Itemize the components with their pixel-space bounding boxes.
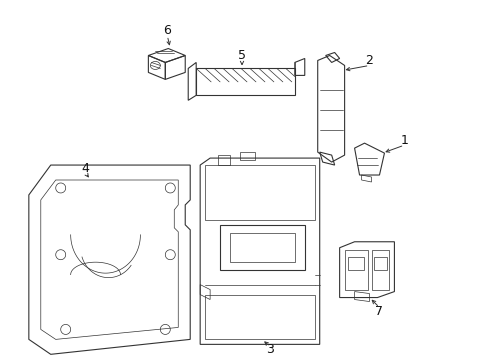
Text: 5: 5	[238, 49, 245, 62]
Text: 3: 3	[265, 343, 273, 356]
Text: 1: 1	[400, 134, 407, 147]
Text: 4: 4	[81, 162, 89, 175]
Text: 2: 2	[365, 54, 373, 67]
Text: 7: 7	[375, 305, 383, 318]
Text: 6: 6	[163, 24, 171, 37]
